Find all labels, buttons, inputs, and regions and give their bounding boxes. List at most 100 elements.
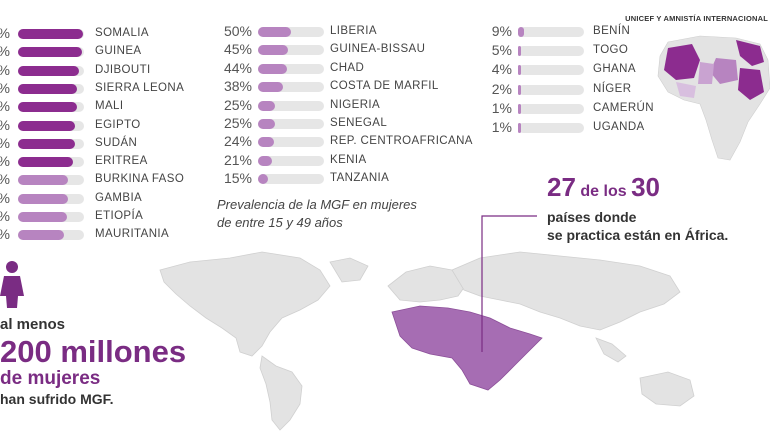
bar-country-label: SOMALIA: [95, 27, 149, 39]
caption-line-2: de entre 15 y 49 años: [217, 215, 343, 230]
women-stat-big-number: 200 millones: [0, 334, 187, 369]
bar-percent-label: 1%: [491, 119, 512, 135]
bar-fill: [258, 155, 272, 166]
bar-track: [18, 120, 84, 131]
bar-percent-label: 87%: [0, 135, 10, 152]
bar-percent-label: 5%: [491, 42, 512, 59]
bar-percent-label: 74%: [0, 208, 10, 225]
bar-country-label: GUINEA-BISSAU: [330, 43, 426, 56]
bar-percent-label: 75%: [0, 190, 10, 207]
bar-country-label: COSTA DE MARFIL: [330, 80, 439, 93]
bar-fill: [18, 102, 77, 113]
bar-fill: [258, 63, 288, 74]
bar-fill: [18, 157, 73, 168]
bar-track: [18, 29, 84, 39]
bar-percent-label: 4%: [491, 61, 512, 78]
bar-country-label: NIGERIA: [330, 98, 381, 111]
bar-country-label: TOGO: [593, 44, 629, 57]
bar-fill: [18, 193, 68, 204]
bar-country-label: BENÍN: [593, 25, 631, 37]
bar-fill: [18, 83, 78, 94]
bar-track: [258, 45, 324, 56]
africa-stat-line-1: países donde: [547, 209, 637, 225]
bar-track: [18, 47, 84, 58]
bar-track: [518, 27, 584, 37]
africa-inset-map: [657, 35, 770, 161]
bar-percent-label: 9%: [491, 23, 512, 39]
bar-percent-label: 93%: [0, 62, 10, 79]
bar-track: [258, 119, 324, 129]
bar-country-label: SENEGAL: [330, 117, 388, 129]
bar-percent-label: 83%: [0, 153, 10, 170]
women-stat-al-menos: al menos: [0, 316, 66, 333]
bar-country-label: UGANDA: [593, 121, 645, 133]
bar-country-label: ERITREA: [95, 155, 148, 168]
bar-country-label: SUDÁN: [95, 136, 138, 149]
bar-percent-label: 24%: [223, 133, 252, 150]
bar-percent-label: 25%: [223, 96, 252, 113]
bar-fill: [518, 65, 521, 76]
bar-track: [518, 103, 584, 114]
bar-fill: [18, 212, 67, 222]
bar-percent-label: 38%: [223, 78, 252, 95]
bar-country-label: MAURITANIA: [95, 228, 170, 241]
bar-track: [18, 65, 84, 76]
stat-de-los: de los: [580, 183, 627, 200]
bar-track: [258, 100, 324, 111]
bar-fill: [258, 100, 275, 111]
bar-track: [258, 174, 324, 185]
bar-country-label: REP. CENTROAFRICANA: [330, 135, 473, 148]
bar-fill: [518, 84, 521, 95]
bar-percent-label: 21%: [223, 151, 252, 168]
bar-track: [258, 27, 324, 37]
bar-country-label: SIERRA LEONA: [95, 81, 185, 94]
bar-fill: [258, 27, 291, 37]
bar-percent-label: 89%: [0, 98, 10, 115]
bar-percent-label: 87%: [0, 117, 10, 134]
bar-track: [518, 65, 584, 76]
women-stat: al menos 200 millones de mujeres han suf…: [0, 316, 186, 409]
bar-percent-label: 98%: [0, 25, 10, 42]
bar-percent-label: 2%: [491, 80, 512, 97]
bar-track: [258, 63, 324, 74]
africa-region: [391, 305, 543, 391]
bar-track: [518, 46, 584, 57]
bar-fill: [18, 230, 64, 241]
bar-percent-label: 76%: [0, 171, 10, 188]
pointer-line: [481, 215, 537, 352]
bar-track: [518, 84, 584, 95]
bar-track: [518, 123, 584, 133]
women-stat-sufrido: han sufrido MGF.: [0, 391, 114, 407]
bar-track: [18, 157, 84, 168]
bar-country-label: GAMBIA: [95, 191, 143, 204]
bar-track: [18, 230, 84, 241]
caption-line-1: Prevalencia de la MGF en mujeres: [217, 197, 417, 212]
bar-fill: [18, 47, 83, 58]
bar-percent-label: 50%: [223, 23, 252, 39]
bar-percent-label: 1%: [491, 99, 512, 116]
bar-country-label: CHAD: [330, 61, 365, 74]
bar-country-label: EGIPTO: [95, 118, 141, 131]
bar-country-label: GUINEA: [95, 45, 142, 58]
bar-fill: [518, 27, 524, 37]
bar-track: [18, 138, 84, 149]
bar-track: [18, 193, 84, 204]
bar-fill: [258, 82, 284, 93]
bar-track: [258, 137, 324, 148]
bar-fill: [258, 174, 268, 185]
bar-percent-label: 15%: [223, 170, 252, 187]
bar-track: [258, 155, 324, 166]
bar-fill: [518, 46, 522, 57]
bar-fill: [18, 65, 80, 76]
bar-country-label: KENIA: [330, 153, 367, 166]
bar-fill: [18, 138, 76, 149]
woman-icon: [0, 261, 24, 308]
source-label: UNICEF Y AMNISTÍA INTERNACIONAL: [625, 14, 768, 23]
bar-fill: [18, 175, 69, 186]
africa-stat-text: países donde se practica están en África…: [547, 208, 728, 244]
bar-percent-label: 44%: [223, 59, 252, 76]
bar-country-label: BURKINA FASO: [95, 173, 185, 186]
bar-fill: [258, 45, 288, 56]
bar-country-label: CAMERÚN: [593, 101, 654, 114]
